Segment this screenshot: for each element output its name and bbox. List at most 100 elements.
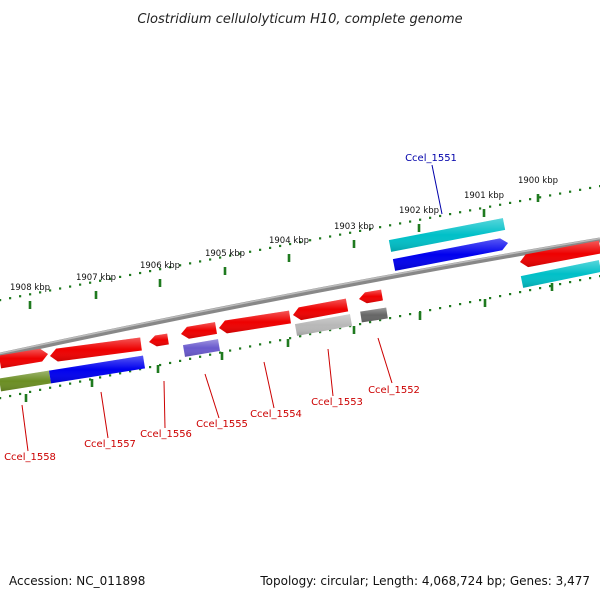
tick-dot bbox=[469, 301, 472, 304]
tick-dot bbox=[79, 283, 82, 286]
tick-dot bbox=[149, 270, 152, 273]
tick-label: 1908 kbp bbox=[10, 283, 50, 293]
cds-feature bbox=[181, 322, 218, 339]
tick-mark bbox=[550, 283, 554, 291]
tick-mark bbox=[417, 224, 421, 232]
tick-mark bbox=[287, 254, 291, 262]
tick-dot bbox=[419, 218, 422, 221]
gene-label[interactable]: Ccel_1556 bbox=[140, 429, 192, 440]
cds-feature bbox=[48, 355, 146, 384]
tick-dot bbox=[179, 264, 182, 267]
gene-label-leader bbox=[163, 380, 166, 429]
tick-dot bbox=[159, 268, 162, 271]
tick-label: 1905 kbp bbox=[205, 249, 245, 259]
tick-dot bbox=[299, 335, 302, 338]
tick-dot bbox=[199, 355, 202, 358]
tick-label: 1906 kbp bbox=[140, 261, 180, 271]
tick-dot bbox=[349, 231, 352, 234]
tick-dot bbox=[519, 291, 522, 294]
gene-label[interactable]: Ccel_1552 bbox=[368, 385, 420, 396]
tick-dot bbox=[119, 372, 122, 375]
tick-dot bbox=[339, 327, 342, 330]
tick-mark bbox=[24, 394, 28, 402]
gene-label[interactable]: Ccel_1553 bbox=[311, 397, 363, 408]
tick-dots bbox=[0, 185, 600, 400]
tick-dot bbox=[89, 281, 92, 284]
cds-feature bbox=[392, 238, 508, 271]
tick-dot bbox=[309, 239, 312, 242]
tick-mark bbox=[158, 279, 162, 287]
gene-label[interactable]: Ccel_1551 bbox=[405, 153, 457, 164]
tick-dot bbox=[0, 299, 2, 302]
tick-dot bbox=[519, 199, 522, 203]
gene-label[interactable]: Ccel_1557 bbox=[84, 439, 136, 450]
tick-dot bbox=[389, 317, 392, 320]
tick-dot bbox=[319, 237, 322, 240]
map-title: Clostridium cellulolyticum H10, complete… bbox=[137, 12, 462, 27]
tick-dot bbox=[369, 227, 372, 231]
tick-dot bbox=[189, 262, 192, 265]
tick-dot bbox=[329, 329, 332, 332]
cds-feature bbox=[520, 260, 600, 288]
gene-label-leader bbox=[431, 164, 443, 215]
tick-label: 1902 kbp bbox=[399, 206, 439, 216]
tick-dot bbox=[439, 307, 442, 310]
tick-dot bbox=[449, 305, 452, 308]
tick-dot bbox=[49, 386, 52, 389]
tick-dot bbox=[249, 250, 252, 253]
tick-label: 1903 kbp bbox=[334, 222, 374, 232]
tick-dot bbox=[169, 266, 172, 269]
tick-dot bbox=[539, 287, 542, 290]
tick-dot bbox=[289, 337, 292, 340]
tick-dot bbox=[109, 374, 112, 377]
tick-dot bbox=[549, 285, 552, 288]
tick-dot bbox=[279, 339, 282, 342]
tick-dot bbox=[529, 198, 532, 201]
tick-dot bbox=[289, 242, 292, 246]
tick-dot bbox=[59, 384, 62, 387]
tick-dot bbox=[399, 222, 402, 225]
tick-dot bbox=[229, 254, 232, 257]
cds-feature bbox=[0, 370, 52, 392]
tick-dot bbox=[239, 347, 242, 350]
tick-dot bbox=[409, 313, 412, 316]
cds-feature bbox=[182, 339, 221, 357]
tick-dot bbox=[229, 349, 232, 352]
cds-feature bbox=[293, 298, 349, 321]
tick-dot bbox=[499, 203, 502, 206]
gene-label[interactable]: Ccel_1555 bbox=[196, 419, 248, 430]
tick-dot bbox=[379, 226, 382, 229]
tick-dot bbox=[579, 188, 582, 191]
tick-dot bbox=[29, 293, 32, 296]
tick-dot bbox=[159, 363, 162, 367]
cds-feature bbox=[50, 337, 142, 362]
tick-dot bbox=[169, 361, 172, 365]
tick-mark bbox=[94, 291, 98, 299]
tick-mark bbox=[352, 326, 356, 334]
gene-label[interactable]: Ccel_1554 bbox=[250, 409, 302, 420]
tick-dot bbox=[219, 351, 222, 354]
cds-feature bbox=[149, 333, 169, 347]
tick-dot bbox=[589, 277, 592, 280]
tick-dot bbox=[529, 289, 532, 292]
tick-dot bbox=[559, 283, 562, 286]
cds-feature bbox=[388, 218, 506, 252]
tick-label: 1901 kbp bbox=[464, 191, 504, 201]
tick-dot bbox=[119, 275, 122, 278]
tick-mark bbox=[220, 352, 224, 360]
gene-labels: Ccel_1551Ccel_1552Ccel_1553Ccel_1554Ccel… bbox=[4, 153, 457, 463]
tick-dot bbox=[149, 366, 152, 369]
tick-label: 1907 kbp bbox=[76, 273, 116, 283]
gene-label[interactable]: Ccel_1558 bbox=[4, 452, 56, 463]
tick-dot bbox=[449, 213, 452, 216]
tick-dot bbox=[509, 201, 512, 204]
tick-dot bbox=[559, 192, 562, 195]
tick-dot bbox=[99, 279, 102, 282]
tick-dot bbox=[29, 390, 32, 393]
tick-mark bbox=[156, 365, 160, 373]
cds-feature bbox=[294, 314, 353, 336]
tick-dot bbox=[489, 205, 492, 208]
tick-dot bbox=[579, 279, 582, 282]
tick-marks: 1900 kbp 1901 kbp 1902 kbp 1903 kbp 1904 kbp… bbox=[10, 176, 558, 402]
